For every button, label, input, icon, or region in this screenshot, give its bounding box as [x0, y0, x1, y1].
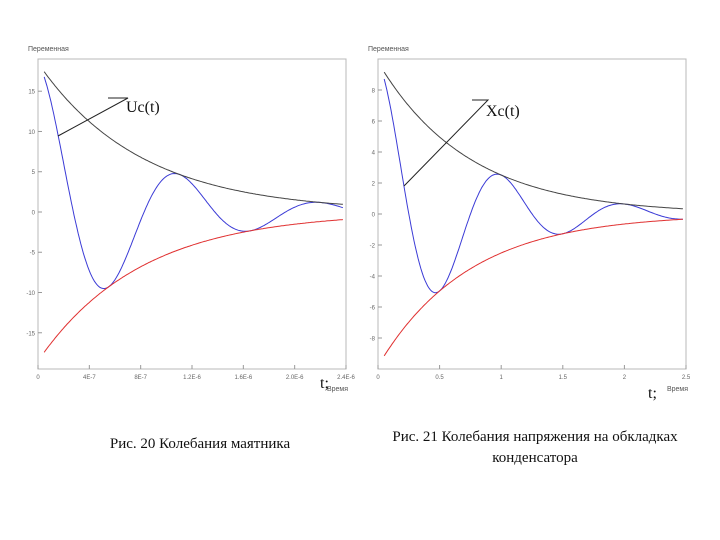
series-upper-envelope-line: [43, 71, 343, 205]
series-upper-envelope-line: [383, 71, 683, 210]
x-tick-label: 0.5: [435, 375, 444, 381]
figure-caption-right: Рис. 21 Колебания напряжения на обкладка…: [392, 429, 678, 466]
y-axis-label: Переменная: [28, 46, 69, 53]
figure-caption-left: Рис. 20 Колебания маятника: [109, 436, 291, 452]
chart-left: Переменная 15 10 5 0 -5 -10 -15 0 4E-7 8E-7 1.2E-6 1…: [26, 46, 355, 393]
y-tick-label: -5: [30, 251, 36, 257]
x-tick-label: 1: [500, 375, 504, 381]
series-lower-envelope-line: [383, 218, 683, 357]
annotation-label: Xc(t): [486, 103, 520, 120]
x-tick-label: 0: [36, 375, 40, 381]
x-tick-label: 1.6E-6: [234, 375, 252, 381]
y-tick-label: -6: [370, 306, 376, 312]
plot-frame: [37, 58, 347, 370]
x-tick-label: 2.5: [682, 375, 691, 381]
y-tick-label: 0: [372, 213, 376, 219]
x-axis-label: Время: [667, 386, 688, 393]
chart-panel-right: Переменная 8 6 4 2 0 -2 -4 -6 -8 0 0.5 1 1.5 2 2.5 Время…: [352, 36, 702, 411]
x-tick-label: 4E-7: [83, 375, 96, 381]
x-tick-label: 0: [376, 375, 380, 381]
x-tick-label: 2: [623, 375, 627, 381]
time-marker-label: t;: [648, 385, 657, 402]
y-tick-label: 15: [28, 90, 35, 96]
series-oscillation-line: [383, 78, 683, 294]
y-axis-label: Переменная: [368, 46, 409, 53]
x-tick-label: 1.5: [559, 375, 568, 381]
y-tick-label: 0: [32, 210, 36, 216]
series-oscillation-line: [43, 76, 344, 290]
x-tick-label: 8E-7: [134, 375, 147, 381]
annotation-leader-line: [403, 99, 490, 187]
chart-panel-left: Переменная 15 10 5 0 -5 -10 -15 0 4E-7 8E-7 1.2E-6 1…: [18, 36, 358, 411]
x-tick-label: 1.2E-6: [183, 375, 201, 381]
series-lower-envelope-line: [43, 219, 343, 353]
y-tick-label: 8: [372, 89, 376, 95]
y-tick-label: -4: [370, 275, 376, 281]
y-tick-label: -10: [26, 291, 35, 297]
y-tick-label: 6: [372, 120, 376, 126]
y-tick-label: -15: [26, 331, 35, 337]
y-tick-label: -8: [370, 337, 376, 343]
x-tick-label: 2.4E-6: [337, 375, 355, 381]
y-tick-label: 4: [372, 151, 376, 157]
y-tick-label: -2: [370, 244, 376, 250]
x-tick-label: 2.0E-6: [286, 375, 304, 381]
annotation-label: Uc(t): [126, 99, 160, 116]
y-tick-label: 10: [28, 130, 35, 136]
y-tick-label: 5: [32, 170, 36, 176]
y-tick-label: 2: [372, 182, 376, 188]
chart-right: Переменная 8 6 4 2 0 -2 -4 -6 -8 0 0.5 1 1.5 2 2.5 Время…: [368, 46, 691, 402]
x-axis-label: Время: [327, 386, 348, 393]
annotation-leader-line: [57, 97, 129, 137]
time-marker-label: t;: [320, 375, 329, 392]
